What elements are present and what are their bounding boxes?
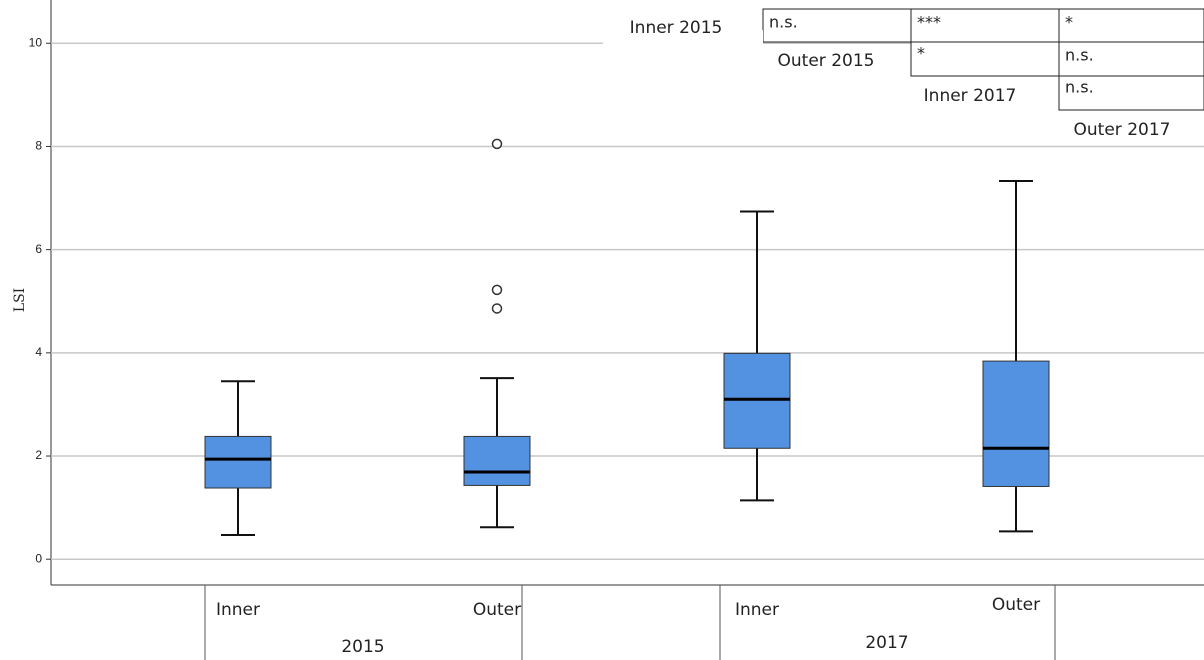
table-label: Inner 2015: [630, 18, 723, 38]
y-tick-label: 10: [29, 35, 43, 49]
table-label: Outer 2017: [1074, 120, 1171, 140]
table-cell: [1058, 75, 1204, 111]
box: [982, 360, 1050, 487]
y-tick-label: 4: [35, 345, 42, 359]
y-tick-label: 8: [35, 139, 42, 153]
box: [463, 435, 531, 486]
x-tick-label: Outer: [992, 595, 1040, 615]
table-cell-text: n.s.: [1065, 46, 1094, 65]
y-tick-label: 2: [35, 448, 42, 462]
table-mask: [603, 30, 763, 56]
table-cell-text: n.s.: [1065, 78, 1094, 97]
group-label: 2015: [341, 637, 384, 657]
y-axis-label: LSI: [12, 288, 28, 312]
table-cell-text: n.s.: [769, 13, 798, 32]
y-tick-label: 0: [35, 551, 42, 565]
table-cell-text: ***: [917, 13, 941, 32]
table-cell: [762, 8, 912, 43]
box: [723, 352, 791, 449]
box: [204, 435, 272, 489]
table-label: Inner 2017: [924, 86, 1017, 106]
table-cell: [1058, 8, 1204, 43]
group-label: 2017: [865, 633, 908, 653]
table-cell: [910, 41, 1060, 77]
table-cell-text: *: [1065, 13, 1073, 32]
table-label: Outer 2015: [778, 51, 875, 71]
x-tick-label: Inner: [735, 600, 779, 620]
x-tick-label: Inner: [216, 600, 260, 620]
table-cell-text: *: [917, 44, 925, 63]
outlier: [491, 138, 503, 150]
outlier: [491, 284, 503, 296]
y-tick-label: 6: [35, 242, 42, 256]
outlier: [491, 303, 503, 314]
x-tick-label: Outer: [473, 600, 521, 620]
